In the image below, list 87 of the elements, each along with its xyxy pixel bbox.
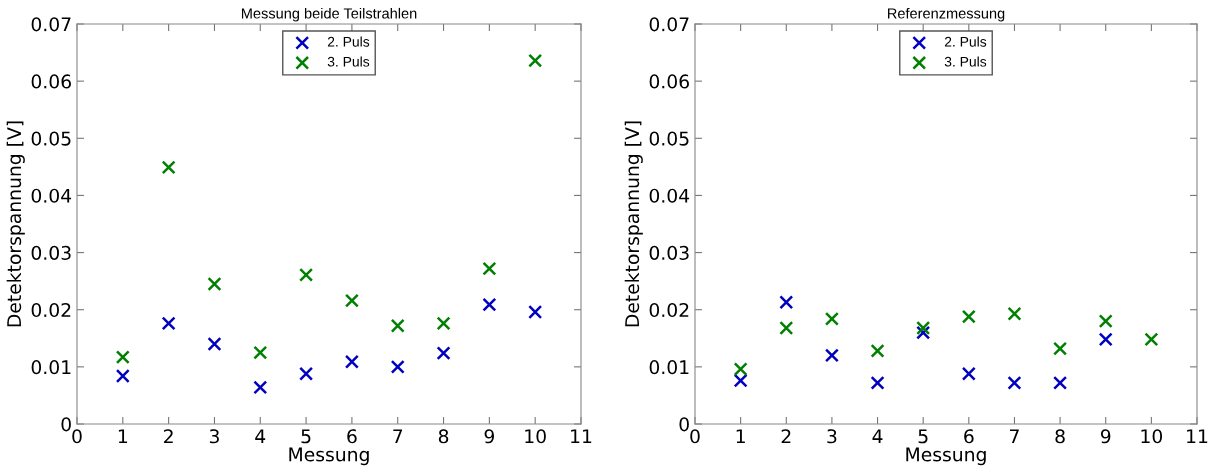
point (870, 375, 885, 390)
point (115, 368, 130, 384)
x-tick-label: 2 (781, 429, 791, 444)
y-axis-title: Detektorspannung [V] (624, 121, 643, 327)
x-tick-label: 3 (827, 429, 837, 444)
x-tick-label: 1 (736, 429, 745, 444)
point (961, 309, 976, 324)
x-tick-label: 11 (1187, 429, 1208, 444)
point (1144, 332, 1159, 347)
point (824, 348, 839, 363)
point (390, 359, 405, 374)
x-tick-label: 8 (1055, 429, 1065, 444)
point (253, 345, 268, 360)
point (733, 362, 748, 377)
x-axis-title: Messung (906, 447, 986, 466)
x-tick-label: 6 (347, 429, 357, 444)
legend-label: 2. Puls (944, 36, 987, 47)
point (390, 318, 405, 333)
y-tick-label: 0.05 (649, 131, 689, 146)
x-tick-label: 0 (72, 429, 82, 444)
y-tick-label: 0 (61, 417, 71, 432)
x-tick-label: 1 (118, 429, 128, 444)
legend-label: 3. Puls (327, 56, 370, 67)
x-tick-label: 10 (1141, 429, 1163, 444)
point (207, 276, 222, 292)
y-tick-label: 0.06 (31, 74, 71, 89)
y-tick-label: 0.07 (649, 17, 689, 32)
point (161, 316, 176, 331)
point (436, 346, 451, 361)
x-tick-label: 8 (438, 429, 449, 444)
y-tick-label: 0.06 (649, 74, 689, 89)
point (115, 350, 130, 365)
point (344, 293, 359, 308)
y-axis-title: Detektorspannung [V] (6, 121, 25, 327)
point (299, 366, 314, 381)
point (779, 320, 794, 336)
x-tick-label: 9 (484, 429, 495, 444)
point (1053, 341, 1068, 356)
point (482, 297, 497, 312)
point (253, 380, 268, 395)
legend-label: 2. Puls (327, 36, 370, 47)
x-tick-label: 9 (1100, 429, 1111, 444)
point (870, 343, 885, 358)
point (161, 160, 176, 175)
point (482, 261, 497, 276)
y-tick-label: 0.02 (31, 302, 71, 318)
chart-title: Messung beide Teilstrahlen (241, 7, 417, 22)
point (528, 53, 543, 68)
point (528, 304, 543, 320)
y-tick-label: 0.03 (31, 245, 71, 260)
y-tick-label: 0.02 (649, 302, 689, 318)
point (1007, 306, 1022, 321)
point (779, 295, 794, 310)
y-tick-label: 0.03 (649, 245, 689, 260)
point (299, 267, 314, 282)
y-tick-label: 0.04 (31, 188, 72, 203)
x-tick-label: 4 (255, 429, 266, 444)
x-tick-label: 7 (393, 429, 403, 444)
x-tick-label: 11 (571, 429, 592, 444)
point (1007, 375, 1022, 390)
y-tick-label: 0.01 (31, 360, 71, 375)
x-tick-label: 3 (209, 429, 219, 444)
x-tick-label: 10 (525, 429, 546, 444)
point (207, 336, 222, 352)
x-tick-label: 2 (164, 429, 173, 444)
x-tick-label: 6 (964, 429, 974, 444)
y-tick-label: 0 (679, 417, 689, 432)
y-tick-label: 0.01 (649, 360, 689, 375)
y-tick-label: 0.04 (649, 188, 690, 203)
x-axis-title: Messung (289, 447, 369, 466)
x-tick-label: 5 (301, 429, 311, 444)
point (916, 320, 931, 336)
point (1053, 375, 1068, 390)
point (824, 311, 839, 326)
x-tick-label: 4 (872, 429, 883, 444)
point (436, 316, 451, 331)
y-tick-label: 0.07 (31, 17, 71, 32)
x-tick-label: 5 (918, 429, 928, 444)
x-tick-label: 7 (1010, 429, 1019, 444)
y-tick-label: 0.05 (31, 131, 71, 146)
point (344, 354, 359, 369)
legend-label: 3. Puls (944, 56, 987, 67)
point (1098, 332, 1113, 347)
point (961, 366, 976, 381)
x-tick-label: 0 (690, 429, 700, 444)
point (1098, 314, 1113, 329)
chart-title: Referenzmessung (888, 7, 1005, 22)
